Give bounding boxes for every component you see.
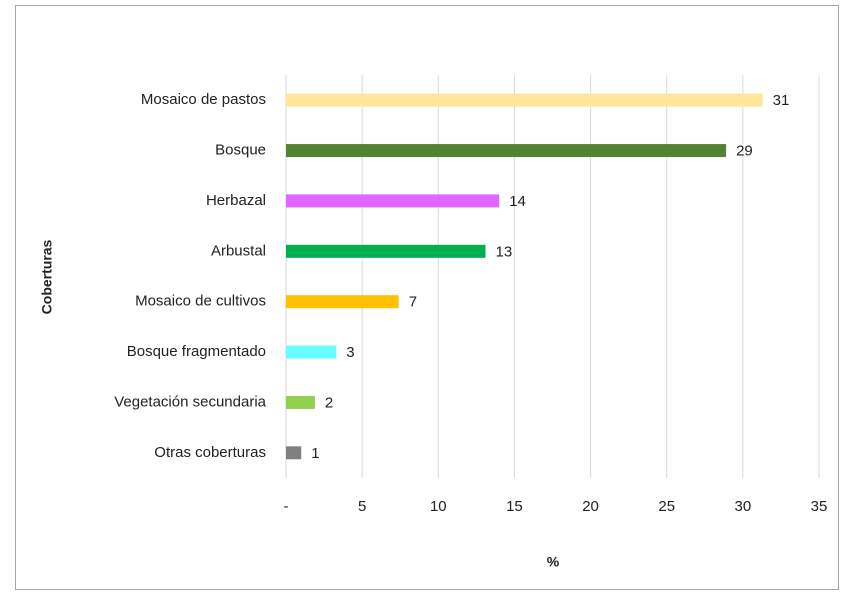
bar <box>286 446 302 460</box>
data-label: 29 <box>736 143 753 160</box>
x-tick-label: 30 <box>735 498 752 515</box>
y-axis-label: Coberturas <box>39 239 55 314</box>
y-tick-label: Bosque <box>215 142 266 159</box>
bar <box>286 93 763 107</box>
x-tick-label: 20 <box>582 498 599 515</box>
x-tick-label: 35 <box>811 498 828 515</box>
y-tick-label: Mosaico de cultivos <box>135 293 266 310</box>
x-tick-label: 10 <box>430 498 447 515</box>
x-axis-label: % <box>547 554 560 570</box>
x-tick-label: 25 <box>658 498 675 515</box>
x-tick-label: 15 <box>506 498 523 515</box>
y-tick-label: Bosque fragmentado <box>127 343 266 360</box>
y-tick-label: Mosaico de pastos <box>141 91 266 108</box>
data-label: 7 <box>409 294 417 311</box>
x-tick-label: 5 <box>358 498 366 515</box>
bar <box>286 194 500 208</box>
data-label: 14 <box>509 193 526 210</box>
y-tick-label: Vegetación secundaria <box>114 393 266 410</box>
bar <box>286 244 486 258</box>
x-tick-label: - <box>284 498 289 515</box>
bar <box>286 395 315 409</box>
y-tick-label: Herbazal <box>206 192 266 209</box>
bar <box>286 295 399 309</box>
data-label: 13 <box>495 243 512 260</box>
data-label: 1 <box>311 445 319 462</box>
data-label: 31 <box>773 92 790 109</box>
y-tick-label: Otras coberturas <box>154 444 266 461</box>
bar <box>286 144 727 158</box>
data-label: 2 <box>325 394 333 411</box>
bar <box>286 345 337 359</box>
y-tick-label: Arbustal <box>211 242 266 259</box>
data-label: 3 <box>346 344 354 361</box>
